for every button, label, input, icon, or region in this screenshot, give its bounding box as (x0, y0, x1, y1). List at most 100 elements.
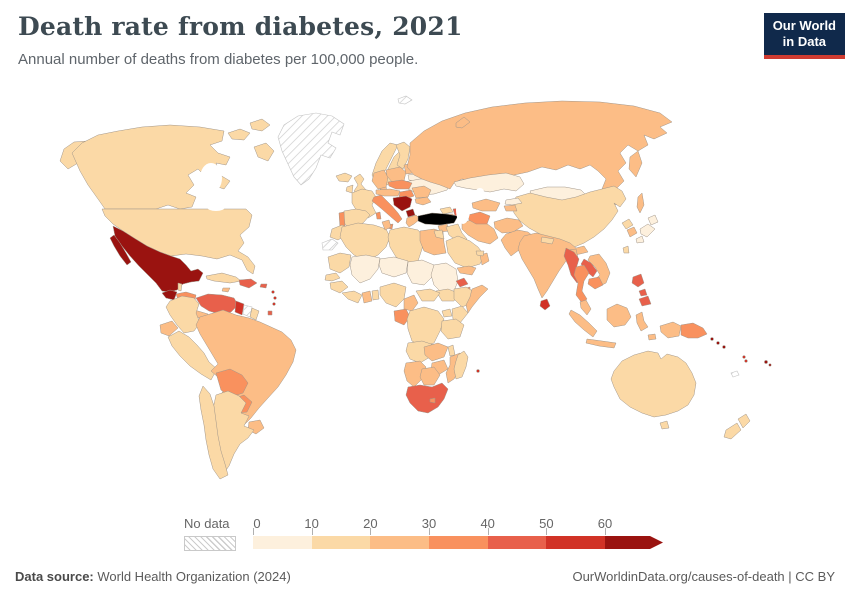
country-kazakhstan[interactable] (453, 172, 525, 193)
country-solomon-islands[interactable] (710, 337, 714, 341)
country-finland[interactable] (395, 141, 411, 170)
country-taiwan[interactable] (622, 245, 630, 254)
country-french-guiana[interactable] (249, 307, 260, 321)
country-philippines-mindanao[interactable] (638, 295, 652, 307)
country-japan-hokkaido[interactable] (647, 214, 659, 226)
legend-bucket-60+[interactable] (605, 536, 663, 549)
country-canada-arctic[interactable] (253, 142, 275, 162)
country-indonesia-papua[interactable] (659, 321, 682, 339)
country-trinidad[interactable] (267, 310, 273, 316)
country-indonesia-timor[interactable] (647, 333, 657, 341)
country-malaysia[interactable] (579, 299, 592, 316)
country-mali[interactable] (349, 254, 381, 284)
country-yemen[interactable] (456, 265, 477, 276)
country-belize[interactable] (177, 282, 183, 292)
country-new-caledonia[interactable] (730, 370, 740, 378)
country-puerto-rico[interactable] (259, 283, 268, 289)
country-togo-benin[interactable] (371, 289, 380, 301)
country-vanuatu[interactable] (742, 355, 746, 359)
country-namibia[interactable] (403, 360, 427, 388)
country-russia-sakhalin[interactable] (636, 192, 645, 214)
country-uzbekistan[interactable] (471, 198, 501, 212)
legend-bucket-10-20[interactable] (311, 536, 372, 549)
country-greece[interactable] (405, 214, 421, 228)
country-canada-arctic[interactable] (227, 128, 251, 141)
country-russia-novaya-zemlya[interactable] (455, 116, 471, 129)
country-tajikistan[interactable] (503, 204, 518, 212)
country-iceland[interactable] (335, 172, 353, 183)
country-eritrea[interactable] (455, 277, 469, 288)
country-indonesia-java[interactable] (585, 338, 617, 349)
legend-bucket-50-60[interactable] (546, 536, 606, 549)
country-italy[interactable] (371, 194, 403, 224)
country-liberia-ivory-coast[interactable] (341, 290, 363, 304)
country-drc[interactable] (406, 306, 445, 348)
country-new-zealand-south[interactable] (723, 422, 742, 440)
country-zambia[interactable] (423, 342, 449, 362)
country-papua-new-guinea[interactable] (680, 322, 708, 339)
country-borneo[interactable] (606, 303, 632, 328)
country-mauritius[interactable] (476, 369, 480, 373)
country-south-korea[interactable] (626, 226, 638, 238)
country-lesser-antilles[interactable] (273, 296, 277, 300)
country-japan-kyushu[interactable] (635, 235, 645, 244)
country-venezuela[interactable] (195, 293, 239, 315)
country-tanzania[interactable] (440, 318, 465, 340)
country-australia[interactable] (610, 350, 697, 418)
country-kyrgyzstan[interactable] (504, 197, 523, 206)
country-philippines-luzon[interactable] (631, 273, 645, 288)
country-canada-arctic[interactable] (249, 118, 271, 132)
country-fiji[interactable] (768, 363, 772, 367)
country-canada[interactable] (71, 124, 231, 210)
country-senegal[interactable] (324, 272, 341, 282)
country-lesser-antilles[interactable] (271, 290, 275, 294)
owid-logo[interactable]: Our World in Data (763, 13, 845, 59)
country-thailand[interactable] (573, 264, 590, 304)
country-georgia[interactable] (439, 206, 454, 215)
country-cambodia[interactable] (587, 276, 604, 290)
country-guatemala[interactable] (161, 289, 178, 301)
country-north-korea[interactable] (621, 218, 634, 230)
country-israel-jordan[interactable] (433, 229, 445, 240)
country-vanuatu[interactable] (744, 359, 748, 363)
country-croatia-serbia[interactable] (392, 195, 413, 212)
country-svalbard[interactable] (397, 95, 413, 105)
country-ireland[interactable] (345, 184, 354, 194)
country-mexico[interactable] (112, 225, 204, 293)
country-australia-tasmania[interactable] (659, 420, 670, 430)
country-afghanistan[interactable] (493, 217, 524, 234)
legend-bucket-0-10[interactable] (253, 536, 313, 549)
legend-bucket-20-30[interactable] (370, 536, 430, 549)
country-bolivia[interactable] (215, 368, 249, 398)
country-algeria[interactable] (339, 222, 391, 262)
country-turkey[interactable] (417, 212, 459, 226)
country-cuba[interactable] (205, 272, 242, 284)
country-czech-slovakia[interactable] (387, 179, 413, 190)
country-guyana[interactable] (234, 300, 245, 316)
country-guinea[interactable] (329, 280, 349, 294)
country-mauritania[interactable] (327, 252, 352, 274)
country-nepal[interactable] (540, 236, 555, 245)
country-austria-switzerland[interactable] (375, 188, 401, 197)
legend-bucket-40-50[interactable] (487, 536, 548, 549)
country-botswana[interactable] (419, 366, 441, 386)
country-western-sahara[interactable] (321, 238, 339, 251)
country-tunisia[interactable] (381, 219, 392, 231)
country-ghana[interactable] (361, 290, 373, 304)
country-cameroon[interactable] (403, 294, 419, 312)
footer-link[interactable]: OurWorldinData.org/causes-of-death | CC … (572, 569, 835, 584)
legend-no-data-swatch[interactable] (184, 536, 236, 551)
country-indonesia-sulawesi[interactable] (635, 311, 649, 332)
country-niger[interactable] (378, 256, 409, 278)
country-romania[interactable] (411, 185, 432, 199)
country-mexico-baja[interactable] (109, 234, 132, 266)
legend-bucket-30-40[interactable] (429, 536, 489, 549)
country-ecuador[interactable] (159, 320, 179, 337)
country-germany[interactable] (371, 169, 389, 190)
country-hispaniola[interactable] (238, 278, 258, 289)
country-central-african-republic[interactable] (415, 288, 441, 302)
country-albania-macedonia[interactable] (405, 208, 416, 218)
country-sudan[interactable] (430, 262, 459, 294)
country-south-africa[interactable] (405, 382, 449, 414)
country-russia-kamchatka[interactable] (628, 150, 643, 178)
